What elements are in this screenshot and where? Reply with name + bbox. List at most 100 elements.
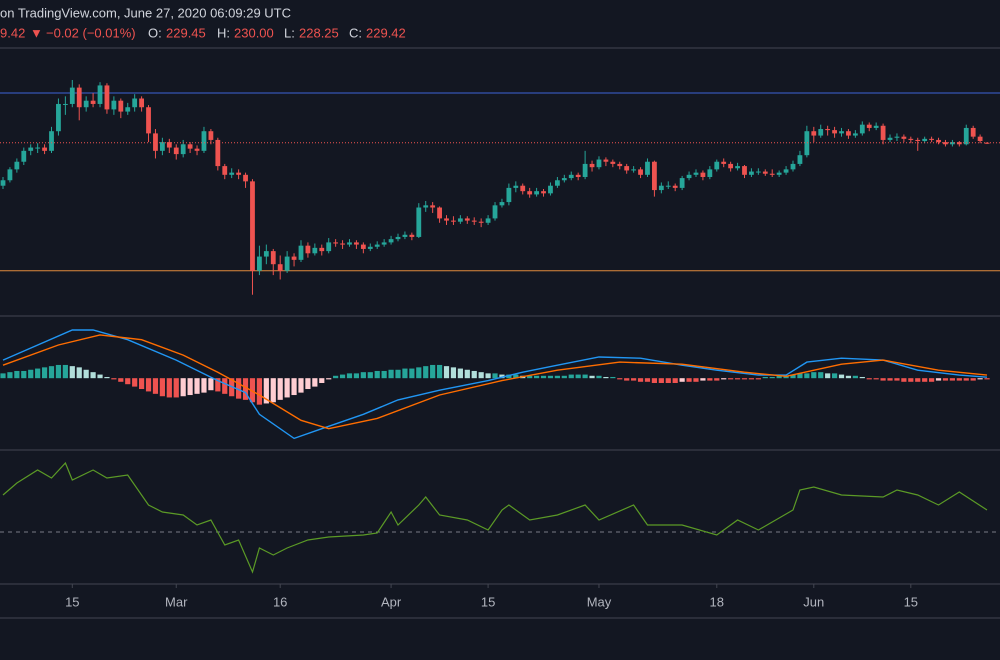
ohlc-value: 229.42	[366, 25, 406, 40]
histogram-bar	[145, 378, 152, 392]
histogram-bar	[298, 378, 304, 393]
candle-body	[901, 136, 907, 139]
candle-body	[423, 205, 429, 208]
histogram-bar	[831, 373, 838, 379]
candle-body	[977, 136, 983, 142]
histogram-bar	[471, 370, 477, 379]
candle-body	[603, 159, 609, 162]
candle-body	[804, 131, 810, 156]
candle-body	[28, 147, 34, 151]
candle-body	[846, 131, 851, 136]
histogram-bar	[963, 378, 969, 381]
histogram-bar	[651, 378, 658, 383]
histogram-bar	[873, 378, 879, 380]
candle-body	[693, 172, 699, 175]
histogram-bar	[353, 373, 360, 379]
histogram-bar	[263, 378, 269, 404]
candle-body	[402, 234, 408, 237]
ohlc-label: L:	[284, 25, 295, 40]
histogram-bar	[561, 375, 567, 379]
histogram-bar	[152, 378, 159, 394]
histogram-bar	[436, 364, 443, 379]
candle-body	[291, 256, 297, 260]
histogram-bar	[270, 378, 276, 403]
x-tick-label: 15	[481, 594, 495, 609]
change-arrow: ▼	[30, 25, 43, 40]
histogram-bar	[734, 378, 741, 380]
histogram-bar	[485, 373, 491, 379]
histogram-bar	[554, 375, 560, 379]
histogram-bar	[360, 372, 366, 379]
candle-body	[76, 87, 82, 108]
histogram-bar	[367, 372, 373, 379]
histogram-bar	[790, 374, 796, 379]
candle-body	[14, 161, 20, 170]
histogram-bar	[866, 378, 872, 380]
candle-body	[832, 130, 837, 134]
histogram-bar	[845, 375, 852, 379]
candle-body	[915, 139, 921, 142]
x-tick-label: Apr	[381, 594, 402, 609]
candle-body	[111, 100, 117, 110]
candle-body	[825, 129, 831, 131]
histogram-bar	[138, 378, 145, 390]
histogram-bar	[326, 378, 332, 380]
candle-body	[347, 242, 352, 245]
histogram-bar	[55, 364, 62, 379]
histogram-bar	[457, 368, 463, 379]
histogram-bar	[388, 369, 394, 379]
candle-body	[686, 174, 692, 179]
candle-body	[478, 221, 484, 223]
histogram-bar	[977, 378, 983, 380]
candle-body	[839, 131, 844, 134]
histogram-bar	[679, 378, 685, 382]
candle-body	[859, 124, 865, 134]
histogram-bar	[409, 368, 415, 379]
histogram-bar	[707, 378, 713, 381]
histogram-bar	[672, 378, 678, 383]
candle-body	[811, 131, 817, 136]
candle-body	[638, 169, 643, 175]
candle-body	[700, 172, 706, 177]
histogram-bar	[922, 378, 928, 382]
histogram-bar	[811, 372, 817, 379]
histogram-bar	[728, 378, 734, 380]
candle-body	[721, 161, 727, 164]
histogram-bar	[575, 374, 581, 379]
candle-body	[0, 180, 6, 186]
candle-body	[298, 245, 304, 260]
candle-body	[319, 247, 325, 252]
x-tick-label: 18	[710, 594, 724, 609]
candle-body	[728, 163, 734, 169]
candle-body	[312, 247, 318, 254]
histogram-bar	[589, 375, 595, 379]
candle-body	[520, 185, 526, 192]
histogram-bar	[62, 364, 68, 379]
candle-body	[62, 103, 68, 105]
candle-body	[749, 171, 754, 175]
macd-line	[2, 334, 988, 430]
histogram-bar	[665, 378, 671, 383]
histogram-bar	[534, 375, 540, 379]
ohlc-label: O:	[148, 25, 162, 40]
histogram-bar	[818, 372, 824, 379]
candle-body	[374, 244, 380, 247]
candle-body	[229, 172, 235, 175]
candle-body	[305, 245, 311, 254]
histogram-bar	[319, 378, 325, 383]
candle-body	[645, 161, 650, 175]
candle-body	[444, 218, 449, 221]
candle-body	[180, 144, 186, 155]
candle-body	[624, 166, 630, 171]
indicator-line	[2, 461, 988, 574]
histogram-bar	[423, 366, 429, 379]
candle-body	[139, 98, 144, 108]
candle-body	[707, 169, 713, 177]
candle-body	[132, 98, 138, 108]
candle-body	[159, 142, 165, 151]
histogram-bar	[339, 374, 346, 379]
ohlc-value: 228.25	[299, 25, 339, 40]
candle-body	[457, 218, 463, 222]
histogram-bar	[416, 367, 422, 379]
